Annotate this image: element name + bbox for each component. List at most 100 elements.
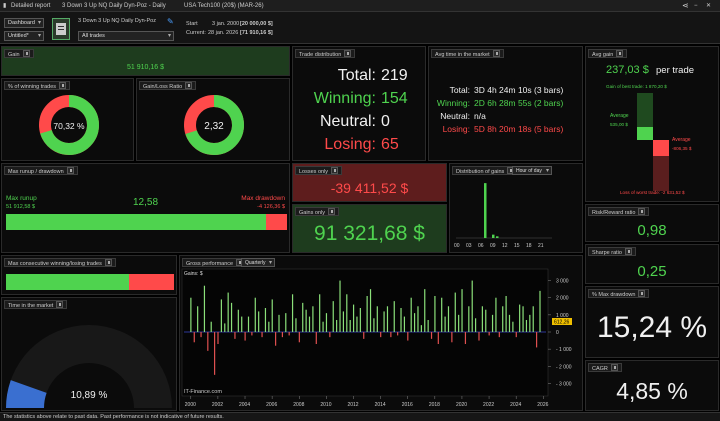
performance-bar <box>417 306 419 332</box>
sublayout-select[interactable]: Untitled* <box>4 31 44 41</box>
performance-bar <box>515 332 517 338</box>
x-tick-label: 2026 <box>537 402 548 408</box>
close-icon[interactable]: ✕ <box>706 3 712 9</box>
dist-tick-label: 21 <box>538 243 544 249</box>
pin-icon[interactable] <box>104 259 112 266</box>
performance-bar <box>529 314 531 332</box>
pin-icon[interactable] <box>185 82 193 89</box>
pin-icon[interactable] <box>610 364 618 371</box>
performance-bar <box>264 308 267 332</box>
performance-bar <box>230 302 233 332</box>
performance-bar <box>441 297 443 332</box>
performance-bar <box>393 301 395 332</box>
instrument-title: USA Tech100 (20$) (MAR-26) <box>184 3 264 9</box>
consecutive-bar <box>6 274 174 290</box>
share-icon[interactable]: ⋖ <box>682 1 689 10</box>
performance-bar <box>200 332 202 338</box>
period-select[interactable]: Quarterly <box>241 258 275 267</box>
x-tick-label: 2024 <box>510 402 521 408</box>
performance-bar <box>237 309 239 332</box>
performance-bar <box>319 294 321 332</box>
x-tick-label: 2000 <box>185 402 196 408</box>
risk-reward-title: Risk/Reward ratio <box>588 207 650 216</box>
performance-bar <box>532 306 534 332</box>
max-dd-value: 15,24 % <box>596 311 708 344</box>
y-tick-label: - 3 000 <box>556 381 572 387</box>
performance-bar <box>261 332 263 338</box>
pin-icon[interactable] <box>59 82 66 89</box>
gains-only-title: Gains only <box>295 207 339 216</box>
pin-icon[interactable] <box>638 208 646 215</box>
performance-bar <box>295 318 297 332</box>
current-date: 28 jan. 2026 <box>208 30 239 36</box>
gross-chart: 3 000 2 000 1 000 0 - 1 000 - 2 000 - 3 000 20… <box>181 268 572 408</box>
strategy-icon[interactable] <box>52 18 70 40</box>
performance-bar <box>508 314 511 332</box>
pin-icon[interactable] <box>624 248 632 255</box>
performance-bar <box>325 313 328 332</box>
consecutive-title: Max consecutive winning/losing trades <box>4 258 116 267</box>
x-tick-label: 2014 <box>375 402 386 408</box>
x-axis: 2000 2002 2004 2006 2008 2010 2012 2014 2016 2018… <box>185 396 549 408</box>
dist-tick-label: 15 <box>514 243 520 249</box>
performance-bar <box>407 332 409 341</box>
edit-icon[interactable]: ✎ <box>167 17 174 26</box>
performance-bar <box>512 321 514 332</box>
risk-reward-value: 0,98 <box>637 222 667 239</box>
performance-bar <box>383 311 385 332</box>
trades-select[interactable]: All trades <box>78 31 174 41</box>
performance-bar <box>386 306 389 332</box>
gain-loss-title: Gain/Loss Ratio <box>139 81 197 90</box>
pin-icon[interactable] <box>344 50 352 57</box>
performance-bar <box>214 332 216 375</box>
gross-bars <box>184 280 546 375</box>
runup-bar-fill <box>6 214 267 230</box>
runup-drawdown-bar <box>6 214 287 230</box>
performance-bar <box>437 332 439 344</box>
avg-winning-label: Winning: <box>436 98 470 108</box>
dist-tick-label: 06 <box>478 243 484 249</box>
performance-bar <box>413 313 416 332</box>
pin-icon[interactable] <box>331 167 339 174</box>
app-title: Detailed report <box>11 3 51 9</box>
performance-bar <box>247 316 250 332</box>
x-tick-label: 2002 <box>212 402 223 408</box>
minimize-icon[interactable]: − <box>694 3 698 9</box>
performance-bar <box>190 297 192 332</box>
pin-icon[interactable] <box>56 301 64 308</box>
performance-bar <box>207 332 209 351</box>
time-market-gauge <box>6 325 172 408</box>
avg-losing-value: 5D 8h 20m 18s (5 bars) <box>474 124 564 134</box>
pin-icon[interactable] <box>22 50 30 57</box>
cagr-panel: CAGR 4,85 % <box>585 360 719 411</box>
performance-bar <box>400 308 402 332</box>
performance-bar <box>481 306 483 332</box>
performance-bar <box>519 304 521 332</box>
performance-bar <box>488 332 490 336</box>
performance-bar <box>380 332 382 338</box>
performance-bar <box>471 280 473 332</box>
performance-bar <box>424 289 426 332</box>
avg-loss-label: Average <box>672 137 691 143</box>
pin-icon[interactable] <box>66 167 74 174</box>
time-market-panel: Time in the market 10,89 % <box>1 297 177 411</box>
avg-total-value: 3D 4h 24m 10s (3 bars) <box>474 85 564 95</box>
avg-loss-bar <box>653 140 669 156</box>
dist-bar <box>484 183 487 238</box>
title-bar: ▮ Detailed report 3 Down 3 Up NQ Daily D… <box>0 0 720 12</box>
consecutive-panel: Max consecutive winning/losing trades <box>1 255 177 295</box>
win-pct-value: 70,32 % <box>53 121 85 131</box>
layout-select[interactable]: Dashboard <box>4 18 44 28</box>
performance-bar <box>281 332 283 338</box>
pin-icon[interactable] <box>328 208 335 215</box>
pin-icon[interactable] <box>638 290 646 297</box>
avg-losing-label: Losing: <box>442 124 470 134</box>
x-tick-label: 2004 <box>239 402 250 408</box>
pin-icon[interactable] <box>492 50 500 57</box>
pin-icon[interactable] <box>616 50 624 57</box>
runup-value: 51 912,58 $ <box>6 204 36 210</box>
donut-gain-arc <box>184 95 244 155</box>
x-tick-label: 2006 <box>266 402 277 408</box>
hour-of-day-select[interactable]: Hour of day <box>512 166 552 175</box>
watermark: IT-Finance.com <box>184 389 222 395</box>
